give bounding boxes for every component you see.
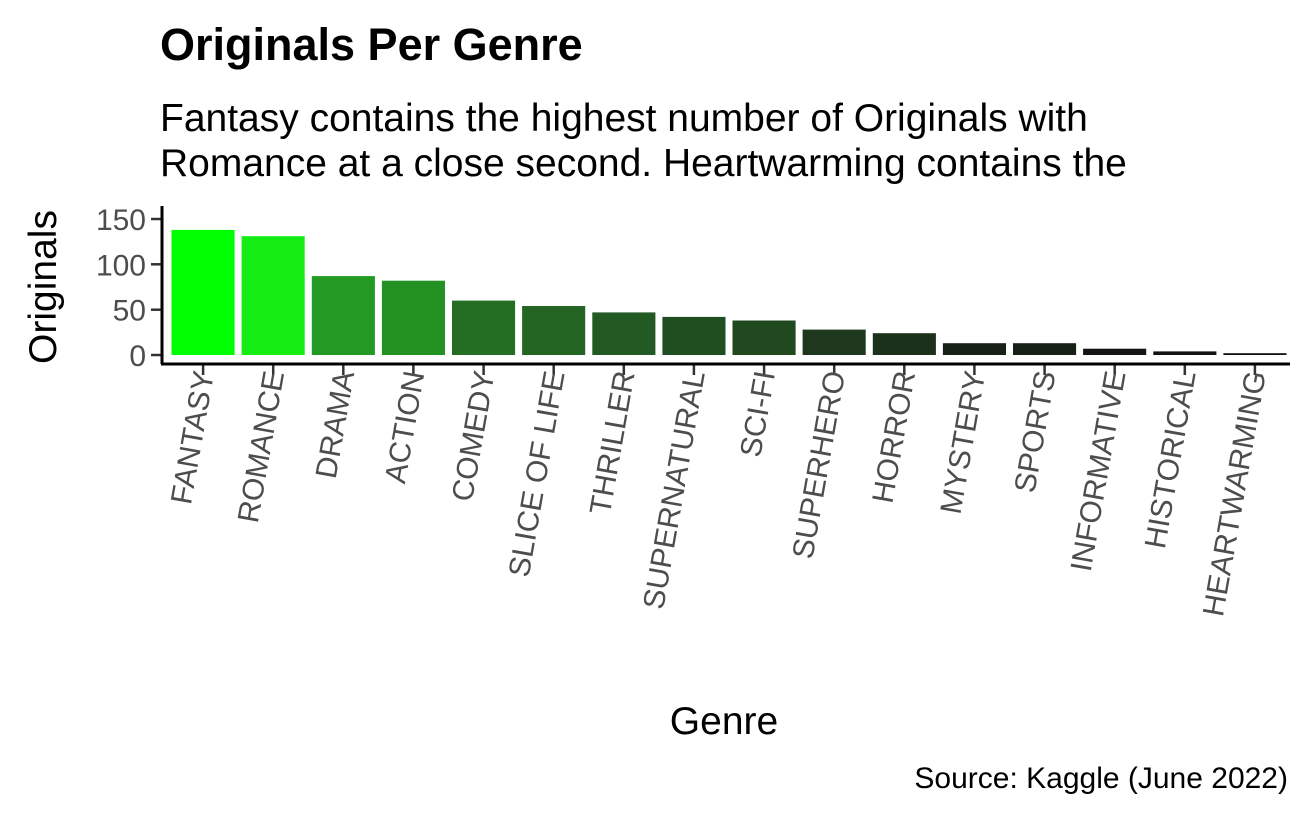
x-tick-label: HEARTWARMING xyxy=(1197,368,1273,618)
bar-sports xyxy=(1013,343,1077,355)
bar-thriller xyxy=(592,312,656,355)
bar-slice-of-life xyxy=(522,306,586,355)
y-tick-label: 50 xyxy=(113,295,146,328)
x-tick-label: SLICE OF LIFE xyxy=(503,368,572,579)
bar-comedy xyxy=(452,300,516,355)
bar-historical xyxy=(1153,351,1217,355)
x-tick-label: SPORTS xyxy=(1009,368,1063,495)
bar-action xyxy=(381,280,445,355)
bar-superhero xyxy=(802,329,866,355)
bar-supernatural xyxy=(662,316,726,355)
x-axis-ticks: FANTASY ROMANCE DRAMA ACTION COMEDY SLICE OF … xyxy=(165,364,1273,619)
x-tick-label: ACTION xyxy=(379,368,431,485)
x-tick-label: ROMANCE xyxy=(232,368,291,525)
y-axis-title: Originals xyxy=(22,210,65,364)
x-tick-label: COMEDY xyxy=(446,368,501,503)
chart-subtitle-line-1: Fantasy contains the highest number of O… xyxy=(160,97,1088,140)
bar-informative xyxy=(1083,348,1147,355)
bar-sci-fi xyxy=(732,320,796,355)
bar-drama xyxy=(311,276,375,355)
chart-subtitle: Fantasy contains the highest number of O… xyxy=(160,96,1312,186)
bars-layer xyxy=(171,229,1287,355)
bar-horror xyxy=(872,333,936,355)
chart-subtitle-line-2: Romance at a close second. Heartwarming … xyxy=(160,142,1127,185)
bar-fantasy xyxy=(171,229,235,355)
bar-romance xyxy=(241,236,305,355)
chart-title: Originals Per Genre xyxy=(160,19,583,70)
x-tick-label: SUPERHERO xyxy=(787,368,853,561)
y-tick-label: 100 xyxy=(96,249,146,282)
x-tick-label: HORROR xyxy=(867,368,923,505)
x-tick-label: SUPERNATURAL xyxy=(637,368,711,611)
x-axis-title: Genre xyxy=(670,700,778,743)
x-tick-label: DRAMA xyxy=(310,368,361,480)
y-axis-ticks: 0 50 100 150 xyxy=(96,204,162,373)
x-tick-label: INFORMATIVE xyxy=(1065,368,1133,573)
x-tick-label: MYSTERY xyxy=(935,368,993,516)
x-tick-label: THRILLER xyxy=(584,368,642,517)
bar-mystery xyxy=(942,343,1006,355)
bar-heartwarming xyxy=(1223,353,1287,355)
y-tick-label: 150 xyxy=(96,204,146,237)
y-tick-label: 0 xyxy=(129,340,146,373)
chart-caption: Source: Kaggle (June 2022) xyxy=(914,762,1288,795)
x-tick-label: HISTORICAL xyxy=(1139,368,1203,551)
x-tick-label: FANTASY xyxy=(165,368,221,506)
x-tick-label: SCI-FI xyxy=(734,368,782,459)
